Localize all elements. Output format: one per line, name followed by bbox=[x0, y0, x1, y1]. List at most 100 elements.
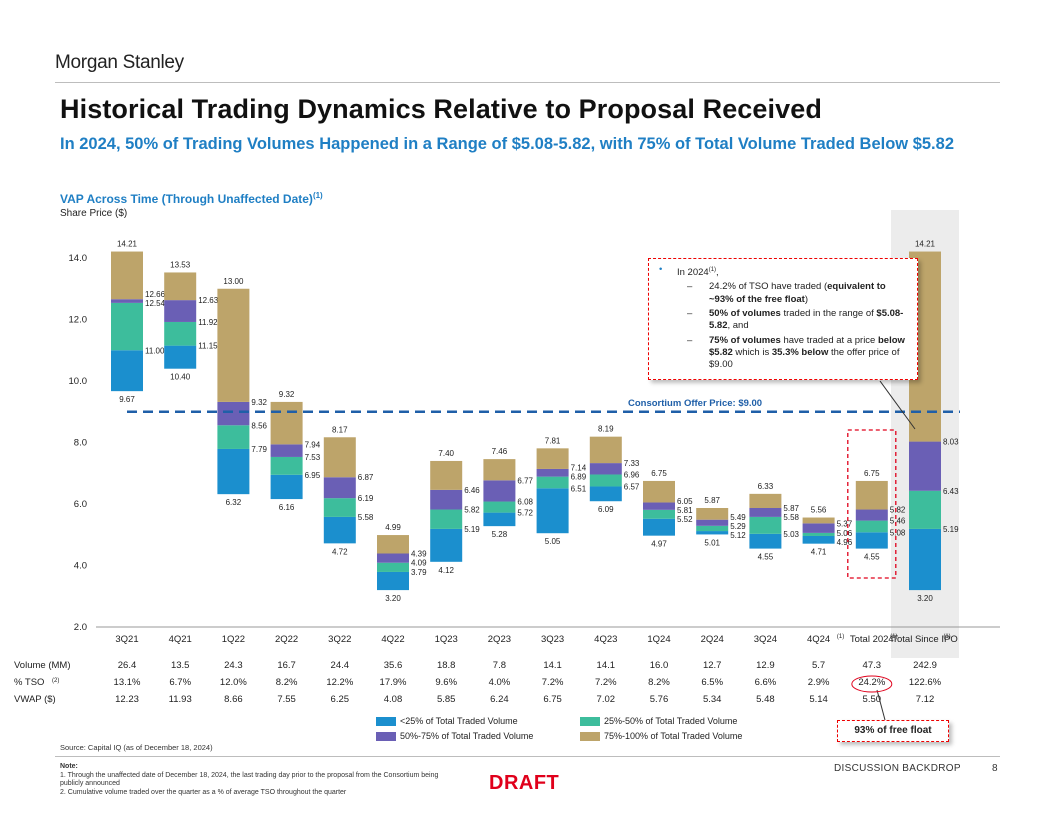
bar-segment bbox=[164, 345, 197, 369]
quartile-label: 7.14 bbox=[571, 464, 587, 473]
callout-item-bold: 35.3% below bbox=[771, 346, 829, 358]
bar-segment bbox=[536, 476, 569, 489]
chart-heading-text: VAP Across Time (Through Unaffected Date… bbox=[60, 192, 313, 206]
bar-segment bbox=[217, 448, 250, 495]
category-label: 4Q22 bbox=[381, 634, 404, 645]
legend-label: <25% of Total Traded Volume bbox=[400, 716, 518, 726]
high-label: 5.56 bbox=[811, 506, 827, 515]
quartile-label: 5.03 bbox=[783, 530, 799, 539]
low-label: 4.97 bbox=[651, 540, 667, 549]
bar-segment bbox=[589, 474, 622, 487]
callout-bullet: In 2024(1), bbox=[657, 264, 909, 279]
legend-item-q3: 50%-75% of Total Traded Volume bbox=[376, 731, 533, 742]
bar-segment bbox=[802, 535, 835, 544]
quartile-label: 6.46 bbox=[464, 486, 480, 495]
low-label: 6.09 bbox=[598, 505, 614, 514]
bar-segment bbox=[217, 288, 250, 402]
table-cell: 12.2% bbox=[326, 677, 353, 688]
quartile-label: 6.96 bbox=[624, 470, 640, 479]
bar-segment bbox=[270, 401, 303, 445]
low-label: 3.20 bbox=[917, 594, 933, 603]
quartile-label: 11.15 bbox=[198, 342, 218, 351]
quartile-label: 5.37 bbox=[837, 519, 853, 528]
bar-segment bbox=[643, 509, 675, 519]
table-cell: 12.23 bbox=[115, 694, 139, 705]
table-cell: 5.34 bbox=[703, 694, 722, 705]
source-note: Source: Capital IQ (as of December 18, 2… bbox=[60, 743, 213, 752]
bar-segment bbox=[323, 437, 356, 478]
footnote-heading: Note: bbox=[60, 763, 78, 770]
table-cell: 26.4 bbox=[118, 660, 137, 671]
table-cell: 122.6% bbox=[909, 677, 942, 688]
low-label: 4.55 bbox=[758, 553, 774, 562]
bar-segment bbox=[111, 251, 143, 300]
table-cell: 242.9 bbox=[913, 660, 937, 671]
page-title: Historical Trading Dynamics Relative to … bbox=[60, 94, 822, 124]
low-label: 5.01 bbox=[704, 538, 720, 547]
bar-segment bbox=[802, 517, 835, 524]
y-tick-label: 14.0 bbox=[69, 253, 88, 264]
quartile-label: 12.54 bbox=[145, 299, 166, 308]
quartile-label: 5.46 bbox=[890, 517, 906, 526]
category-sup: (1) bbox=[890, 634, 897, 640]
quartile-label: 6.95 bbox=[305, 471, 321, 480]
table-cell: 7.55 bbox=[277, 694, 296, 705]
y-tick-label: 2.0 bbox=[74, 622, 87, 633]
bar-segment bbox=[430, 528, 463, 562]
bar-segment bbox=[111, 350, 143, 392]
high-label: 13.00 bbox=[223, 277, 244, 286]
callout-box: In 2024(1), 24.2% of TSO have traded (eq… bbox=[648, 258, 918, 380]
legend-item-q2: 25%-50% of Total Traded Volume bbox=[580, 716, 737, 727]
quartile-label: 3.79 bbox=[411, 568, 427, 577]
bar-segment bbox=[589, 436, 622, 464]
table-cell: 6.25 bbox=[331, 694, 350, 705]
legend-swatch bbox=[580, 732, 600, 742]
bar-segment bbox=[323, 477, 356, 499]
bar-segment bbox=[696, 519, 729, 526]
table-row-label: Volume (MM) bbox=[14, 660, 70, 671]
category-label: 4Q24 bbox=[807, 634, 830, 645]
table-cell: 24.2% bbox=[858, 677, 885, 688]
table-cell: 8.2% bbox=[276, 677, 298, 688]
bar-segment bbox=[430, 460, 463, 490]
quartile-label: 5.12 bbox=[730, 531, 746, 540]
bar-segment bbox=[696, 525, 729, 532]
table-cell: 13.5 bbox=[171, 660, 190, 671]
callout-bullet-tail: , bbox=[716, 267, 719, 279]
quartile-label: 6.57 bbox=[624, 482, 640, 491]
quartile-label: 5.82 bbox=[890, 506, 906, 515]
bar-segment bbox=[855, 480, 888, 510]
category-label: 3Q23 bbox=[541, 634, 564, 645]
quartile-label: 6.89 bbox=[571, 473, 587, 482]
quartile-label: 6.05 bbox=[677, 497, 693, 506]
quartile-label: 6.19 bbox=[358, 494, 374, 503]
callout-item-bold: 50% of volumes bbox=[709, 308, 781, 320]
quartile-label: 5.08 bbox=[890, 528, 906, 537]
category-label: 4Q23 bbox=[594, 634, 617, 645]
bar-segment bbox=[164, 272, 197, 301]
high-label: 13.53 bbox=[170, 260, 191, 269]
high-label: 5.87 bbox=[704, 496, 720, 505]
quartile-label: 8.56 bbox=[251, 421, 267, 430]
bar-segment bbox=[536, 488, 569, 534]
table-cell: 14.1 bbox=[597, 660, 616, 671]
callout-item-bold: $5.08-5.82 bbox=[709, 308, 904, 332]
quartile-label: 4.39 bbox=[411, 550, 427, 559]
chart-heading: VAP Across Time (Through Unaffected Date… bbox=[60, 191, 323, 206]
table-cell: 6.24 bbox=[490, 694, 509, 705]
quartile-label: 8.03 bbox=[943, 438, 959, 447]
bar-segment bbox=[909, 490, 941, 529]
table-cell: 6.5% bbox=[701, 677, 723, 688]
quartile-label: 4.09 bbox=[411, 559, 427, 568]
bar-segment bbox=[164, 300, 197, 322]
table-cell: 2.9% bbox=[808, 677, 830, 688]
table-cell: 8.2% bbox=[648, 677, 670, 688]
category-label: 3Q21 bbox=[115, 634, 138, 645]
legend-item-q4: 75%-100% of Total Traded Volume bbox=[580, 731, 742, 742]
header-divider bbox=[55, 82, 1000, 83]
bar-segment bbox=[589, 463, 622, 475]
category-label: 2Q23 bbox=[488, 634, 511, 645]
table-cell: 8.66 bbox=[224, 694, 243, 705]
low-label: 3.20 bbox=[385, 594, 401, 603]
float-connector bbox=[876, 689, 886, 721]
